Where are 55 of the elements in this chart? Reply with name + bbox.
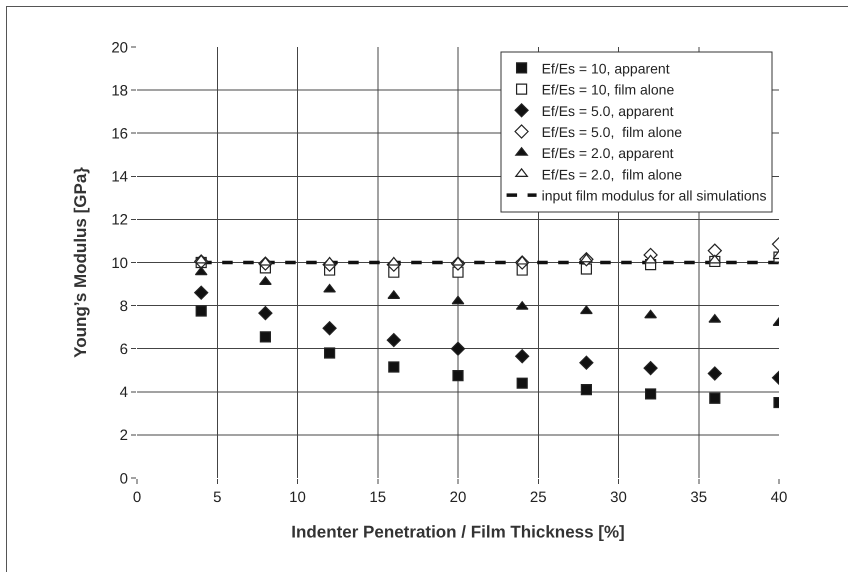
y-tick-label: 2 [120, 427, 128, 444]
point [258, 306, 272, 320]
legend-label: Ef/Es = 2.0, film alone [542, 166, 682, 182]
point [708, 244, 722, 258]
y-tick-label: 8 [120, 298, 128, 315]
x-tick-label: 30 [610, 489, 627, 506]
legend-label: Ef/Es = 5.0, film alone [542, 124, 682, 140]
y-tick-label: 12 [111, 212, 128, 229]
y-tick-label: 6 [120, 340, 128, 358]
x-tick-label: 15 [369, 489, 386, 506]
point [323, 256, 336, 266]
x-tick-label: 10 [289, 489, 306, 506]
point [516, 378, 528, 389]
point [322, 321, 337, 336]
y-tick-label: 0 [120, 470, 128, 488]
point [452, 256, 464, 266]
legend-label: input film modulus for all simulations [542, 188, 766, 204]
point [386, 332, 401, 348]
x-tick-label: 35 [690, 489, 708, 506]
x-tick-label: 20 [450, 489, 466, 506]
x-tick-label: 40 [770, 489, 788, 506]
point [515, 349, 530, 364]
legend-label: Ef/Es = 10, apparent [542, 60, 670, 76]
point [324, 347, 336, 359]
y-tick-label: 20 [111, 39, 128, 56]
legend-label: Ef/Es = 10, film alone [542, 82, 674, 98]
x-axis-title: Indenter Penetration / Film Thickness [%] [291, 522, 625, 542]
y-tick-label: 4 [120, 384, 128, 402]
point [194, 286, 208, 300]
point [388, 361, 400, 373]
point [709, 392, 720, 404]
point [452, 370, 464, 382]
point [644, 361, 658, 376]
point [450, 342, 466, 356]
y-axis-title: Young’s Modulus [GPa} [70, 166, 90, 358]
point [580, 384, 592, 396]
point [196, 305, 207, 317]
point [259, 256, 272, 266]
point [387, 256, 400, 266]
y-tick-label: 10 [111, 254, 128, 272]
y-tick-label: 14 [111, 168, 128, 186]
point [260, 331, 271, 342]
x-tick-label: 5 [213, 489, 222, 506]
y-tick-label: 18 [111, 82, 128, 100]
point [516, 256, 529, 265]
point [645, 388, 656, 400]
point [323, 284, 336, 293]
legend-label: Ef/Es = 2.0, apparent [542, 145, 674, 162]
point [580, 305, 593, 314]
x-tick-label: 0 [132, 489, 142, 506]
legend-label: Ef/Es = 5.0, apparent [542, 102, 674, 119]
point [708, 366, 722, 381]
x-tick-label: 25 [530, 489, 547, 506]
point [579, 356, 594, 370]
y-tick-label: 16 [111, 125, 128, 142]
